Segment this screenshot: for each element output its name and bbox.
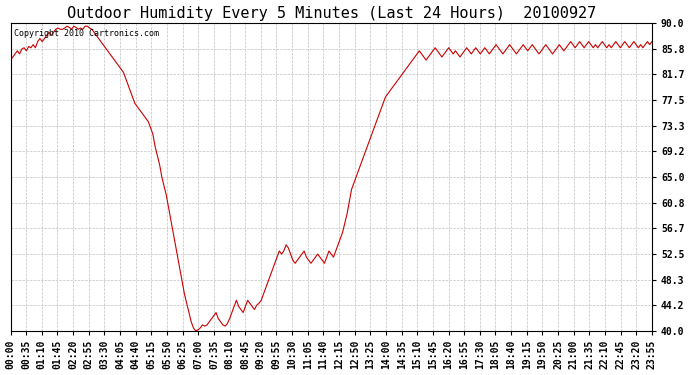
Text: Copyright 2010 Cartronics.com: Copyright 2010 Cartronics.com	[14, 29, 159, 38]
Title: Outdoor Humidity Every 5 Minutes (Last 24 Hours)  20100927: Outdoor Humidity Every 5 Minutes (Last 2…	[67, 6, 596, 21]
